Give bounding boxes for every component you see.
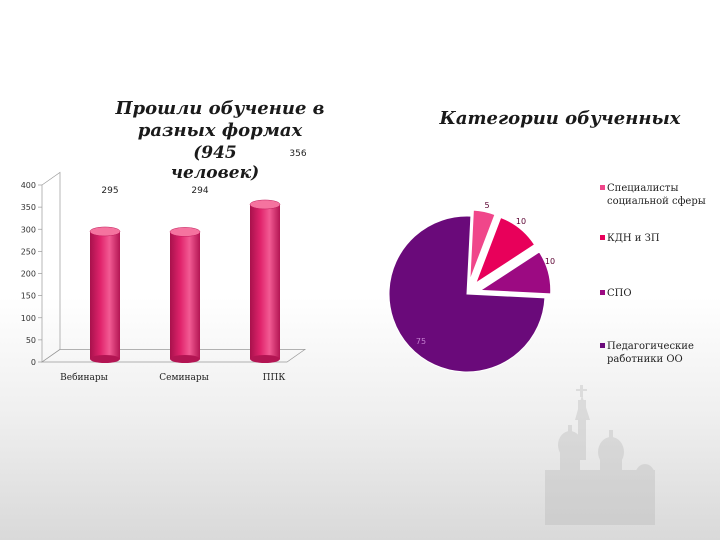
y-tick-label: 150 [21, 292, 36, 301]
bar-body [90, 231, 120, 359]
bar-chart-floor [40, 349, 307, 363]
bar-data-label: 356 [289, 149, 306, 159]
legend-item: СПО [607, 288, 632, 299]
pie-slice [478, 251, 552, 295]
bar [89, 226, 121, 363]
bar-chart-title-line-1: Прошли обучение в [115, 98, 325, 119]
y-tick-label: 350 [21, 203, 36, 212]
pie-slice [474, 216, 536, 285]
bar-body [250, 204, 280, 359]
bar-data-label: 294 [191, 186, 208, 196]
y-tick-label: 250 [21, 247, 36, 256]
bar [169, 227, 201, 363]
pie-data-label: 5 [484, 201, 489, 210]
legend-swatch [600, 343, 605, 348]
y-tick-label: 300 [21, 225, 36, 234]
pie-data-label: 10 [545, 257, 555, 266]
legend-swatch [600, 185, 605, 190]
legend-swatch [600, 235, 605, 240]
bar-bottom [90, 355, 120, 363]
x-category-label: Семинары [159, 373, 209, 383]
pie-data-label: 10 [516, 217, 526, 226]
legend-swatch [600, 290, 605, 295]
x-category-label: ППК [263, 373, 286, 383]
bar-data-label: 295 [101, 186, 118, 196]
bar-top [249, 199, 281, 210]
pie-slice [469, 209, 496, 281]
bar-chart-title-line-2: разных формах [137, 120, 303, 141]
bar-top [169, 227, 201, 237]
y-tick-label: 100 [21, 314, 36, 323]
pie-data-label: 75 [416, 337, 426, 346]
bar-bottom [170, 355, 200, 363]
x-category-label: Вебинары [60, 372, 108, 383]
y-tick-label: 50 [26, 336, 36, 345]
legend-item: КДН и ЗП [607, 233, 660, 244]
legend-item: Педагогические работники ОО [607, 341, 694, 365]
legend-item: Специалисты социальной сферы [607, 183, 706, 207]
bar-top [89, 226, 121, 237]
bar-bottom [250, 355, 280, 363]
pie-slice [388, 215, 546, 373]
bar [249, 199, 281, 363]
y-tick-label: 200 [21, 270, 36, 279]
pie-chart-title: Категории обученных [439, 108, 681, 129]
y-tick-label: 400 [21, 181, 36, 190]
bar-chart-title-line-3: (945 человек) [170, 143, 260, 183]
bar-body [170, 231, 200, 359]
y-tick-label: 0 [31, 358, 36, 367]
